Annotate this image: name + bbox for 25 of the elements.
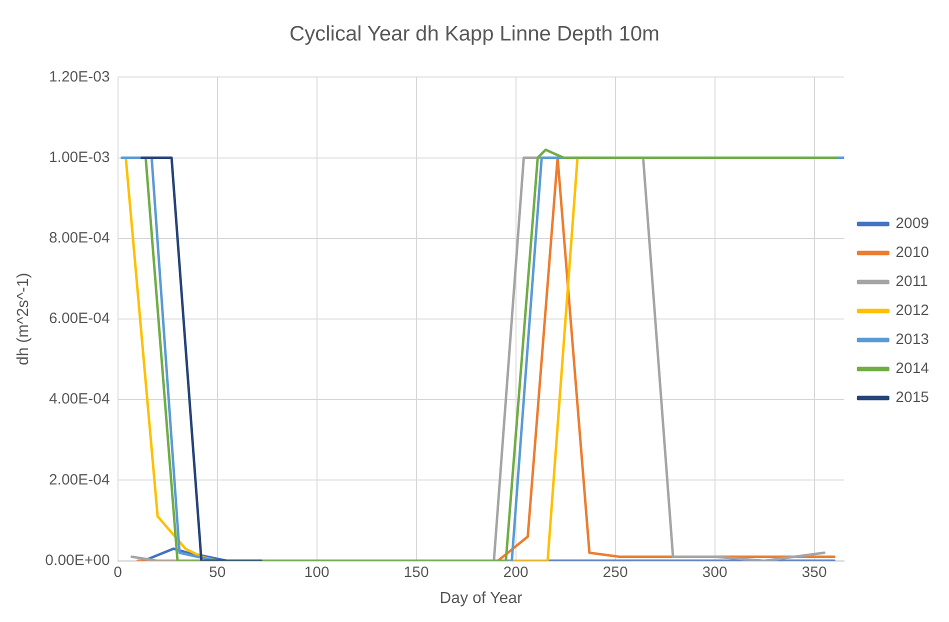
x-tick-label: 50	[208, 564, 226, 581]
y-tick-label: 0.00E+00	[45, 552, 110, 569]
y-axis-title: dh (m^2s^-1)	[15, 272, 32, 366]
legend-label: 2015	[896, 389, 930, 406]
legend-label: 2010	[896, 244, 930, 262]
legend-label: 2012	[896, 302, 930, 320]
y-tick-label: 8.00E-04	[48, 230, 110, 247]
y-tick-label: 1.20E-03	[48, 68, 110, 86]
y-tick-label: 4.00E-04	[48, 390, 110, 408]
chart-title: Cyclical Year dh Kapp Linne Depth 10m	[289, 22, 660, 46]
y-tick-label: 1.00E-03	[48, 148, 110, 166]
x-tick-label: 100	[304, 564, 330, 581]
y-tick-label: 2.00E-04	[48, 471, 110, 488]
legend-label: 2011	[896, 273, 928, 290]
legend-label: 2013	[896, 331, 930, 348]
legend-label: 2014	[896, 360, 930, 378]
x-tick-label: 200	[503, 564, 528, 581]
legend-label: 2009	[896, 215, 930, 232]
x-tick-label: 350	[802, 564, 827, 581]
x-axis-title: Day of Year	[440, 590, 524, 607]
x-tick-label: 300	[702, 564, 728, 581]
y-tick-label: 6.00E-04	[48, 310, 110, 328]
x-tick-label: 0	[114, 564, 122, 581]
x-tick-label: 150	[404, 564, 429, 581]
x-tick-label: 250	[602, 564, 628, 581]
